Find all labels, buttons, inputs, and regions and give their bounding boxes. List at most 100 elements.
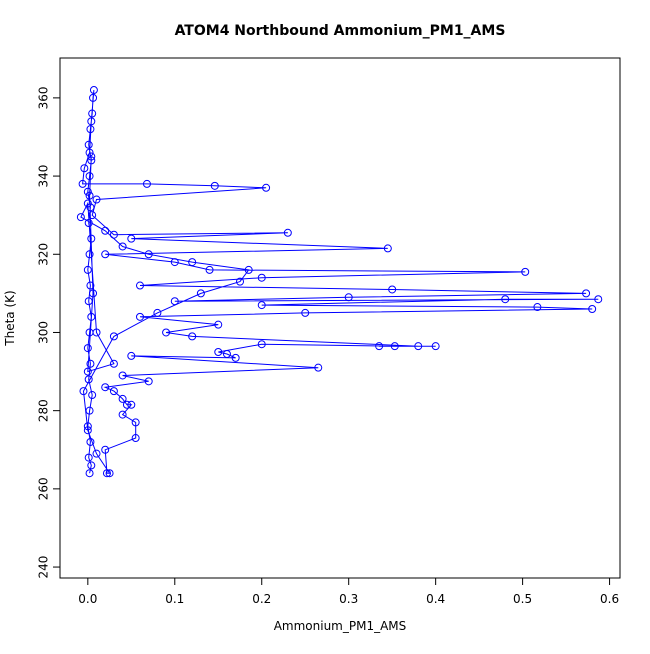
data-point [83, 187, 92, 196]
data-point [118, 242, 127, 251]
data-point [170, 258, 179, 267]
data-point [109, 359, 118, 368]
data-point [87, 234, 96, 243]
data-point [83, 265, 92, 274]
data-point [85, 191, 94, 200]
data-point [383, 244, 392, 253]
data-point [231, 353, 240, 362]
data-point [101, 383, 110, 392]
data-point [109, 387, 118, 396]
data-point [142, 179, 151, 188]
data-point [83, 367, 92, 376]
data-point [87, 152, 96, 161]
y-tick-label: 240 [37, 556, 51, 579]
data-point [85, 469, 94, 478]
y-tick-label: 360 [37, 86, 51, 109]
data-point [102, 469, 111, 478]
data-point [257, 301, 266, 310]
data-point [109, 230, 118, 239]
data-point [388, 285, 397, 294]
data-point [88, 211, 97, 220]
x-tick-label: 0.5 [513, 592, 532, 606]
data-point [533, 303, 542, 312]
data-point [83, 344, 92, 353]
data-point [84, 140, 93, 149]
data-point [214, 348, 223, 357]
data-point [92, 449, 101, 458]
data-point [236, 277, 244, 286]
data-point [87, 461, 96, 470]
data-point [86, 437, 95, 446]
data-point [390, 342, 399, 351]
data-point [257, 340, 266, 349]
data-point [109, 332, 118, 341]
data-point [83, 426, 92, 435]
data-point [86, 125, 95, 134]
data-point [88, 391, 97, 400]
y-tick-label: 280 [37, 399, 51, 422]
data-point [244, 265, 253, 274]
data-point [84, 453, 93, 462]
data-point [214, 320, 223, 329]
data-point [188, 332, 197, 341]
data-point [92, 195, 101, 204]
data-point [101, 445, 110, 454]
data-point [118, 394, 127, 403]
data-line [80, 90, 599, 474]
data-point [76, 213, 85, 222]
y-tick-label: 260 [37, 477, 51, 500]
data-point [521, 267, 530, 276]
x-tick-label: 0.3 [339, 592, 358, 606]
data-point [89, 86, 98, 95]
data-point [86, 281, 95, 290]
data-point [88, 109, 97, 118]
data-point [84, 375, 93, 384]
data-point [83, 422, 92, 431]
data-point [153, 308, 162, 317]
data-point [127, 234, 136, 243]
x-tick-label: 0.6 [600, 592, 619, 606]
data-point [87, 312, 96, 321]
data-point [144, 377, 153, 386]
data-point [257, 273, 266, 282]
data-point [375, 342, 384, 351]
data-point [89, 289, 98, 298]
data-point [283, 228, 292, 237]
data-point [344, 293, 353, 302]
data-point [414, 342, 423, 351]
data-point [205, 265, 214, 274]
chart-title: ATOM4 Northbound Ammonium_PM1_AMS [175, 23, 506, 39]
data-point [582, 289, 591, 298]
data-point [431, 342, 440, 351]
data-point [85, 148, 94, 157]
data-point [86, 359, 95, 368]
data-point [101, 226, 110, 235]
data-point [87, 156, 96, 165]
data-point [85, 406, 94, 415]
data-point [127, 400, 136, 409]
data-point [136, 281, 144, 290]
data-point [188, 258, 197, 267]
data-point [131, 418, 140, 427]
data-point [301, 308, 310, 317]
x-tick-label: 0.4 [426, 592, 445, 606]
data-point [118, 371, 127, 380]
data-point [83, 199, 92, 208]
data-point [87, 117, 96, 126]
data-point [105, 469, 114, 478]
data-point [78, 179, 87, 188]
data-point [131, 434, 140, 443]
data-point [84, 297, 93, 306]
y-tick-label: 300 [37, 321, 51, 344]
data-point [162, 328, 171, 337]
data-point [210, 181, 219, 190]
data-point [118, 410, 127, 419]
data-point [144, 250, 153, 259]
data-point [101, 250, 110, 259]
data-point [314, 363, 323, 372]
data-point [92, 328, 101, 337]
data-point [136, 312, 144, 321]
data-point [196, 289, 205, 298]
y-axis-label: Theta (K) [3, 290, 17, 346]
data-point [84, 218, 93, 227]
